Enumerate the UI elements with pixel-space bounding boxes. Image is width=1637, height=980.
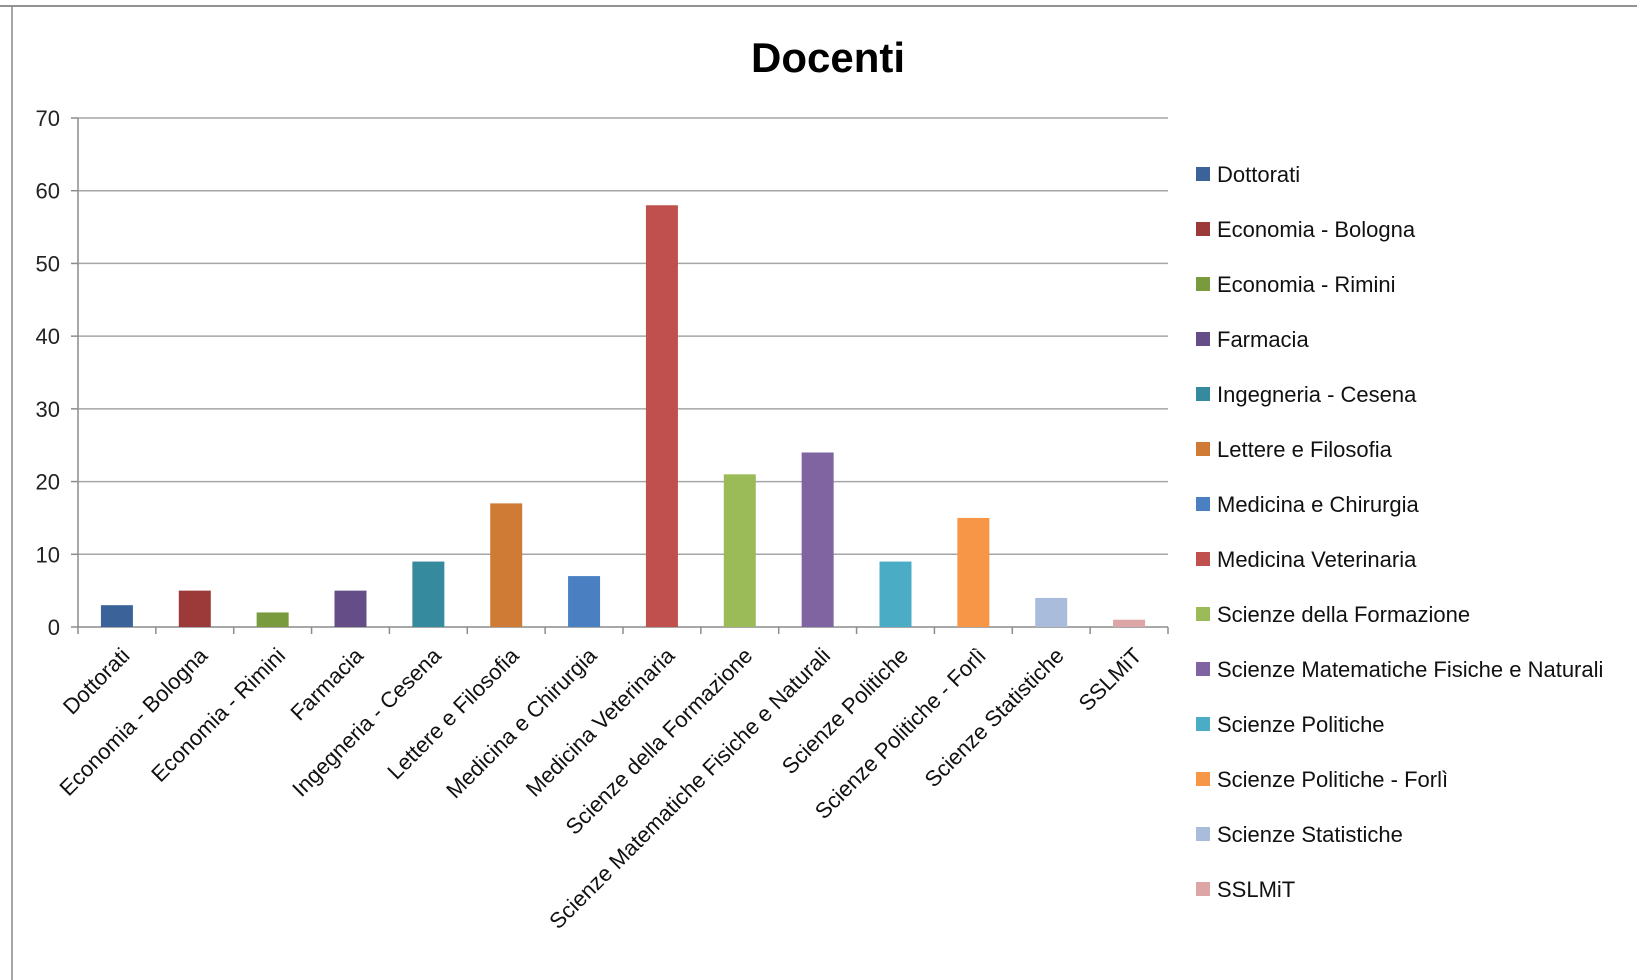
legend-swatch [1196, 332, 1210, 346]
legend-swatch [1196, 607, 1210, 621]
legend-label: Medicina e Chirurgia [1217, 492, 1420, 517]
bar [957, 517, 990, 627]
bars [100, 205, 1146, 627]
legend-swatch [1196, 882, 1210, 896]
bar [490, 503, 523, 627]
bar [568, 576, 601, 627]
legend-swatch [1196, 552, 1210, 566]
legend-swatch [1196, 772, 1210, 786]
legend-swatch [1196, 387, 1210, 401]
legend-item: Dottorati [1196, 162, 1300, 187]
legend-label: Ingegneria - Cesena [1217, 382, 1417, 407]
bar [1113, 619, 1146, 627]
legend-swatch [1196, 827, 1210, 841]
legend-item: Ingegneria - Cesena [1196, 382, 1417, 407]
legend-swatch [1196, 717, 1210, 731]
legend-swatch [1196, 442, 1210, 456]
bar [1035, 597, 1068, 627]
legend-item: Scienze Matematiche Fisiche e Naturali [1196, 657, 1603, 682]
legend-label: Scienze Statistiche [1217, 822, 1403, 847]
legend-label: Medicina Veterinaria [1217, 547, 1417, 572]
chart-title: Docenti [751, 34, 905, 81]
legend-item: Scienze della Formazione [1196, 602, 1470, 627]
y-tick-label: 20 [36, 470, 60, 495]
legend-item: Economia - Bologna [1196, 217, 1416, 242]
legend-item: Scienze Politiche - Forlì [1196, 767, 1448, 792]
legend-label: Economia - Bologna [1217, 217, 1416, 242]
legend-label: SSLMiT [1217, 877, 1295, 902]
y-tick-label: 10 [36, 542, 60, 567]
legend-swatch [1196, 497, 1210, 511]
legend-item: Farmacia [1196, 327, 1309, 352]
y-tick-label: 60 [36, 179, 60, 204]
y-tick-label: 40 [36, 324, 60, 349]
legend-item: Scienze Statistiche [1196, 822, 1403, 847]
y-tick-label: 70 [36, 106, 60, 131]
legend-label: Dottorati [1217, 162, 1300, 187]
legend-item: SSLMiT [1196, 877, 1295, 902]
bar [256, 612, 289, 627]
legend-swatch [1196, 222, 1210, 236]
bar [645, 205, 678, 627]
legend-label: Scienze della Formazione [1217, 602, 1470, 627]
legend-swatch [1196, 277, 1210, 291]
y-axis: 0 10 20 30 40 50 60 70 [36, 106, 79, 640]
legend-label: Lettere e Filosofia [1217, 437, 1393, 462]
legend-label: Farmacia [1217, 327, 1309, 352]
legend-label: Scienze Matematiche Fisiche e Naturali [1217, 657, 1603, 682]
legend-item: Economia - Rimini [1196, 272, 1396, 297]
legend-item: Medicina Veterinaria [1196, 547, 1417, 572]
y-tick-label: 0 [48, 615, 60, 640]
legend: Dottorati Economia - Bologna Economia - Ri… [1196, 162, 1603, 902]
legend-label: Economia - Rimini [1217, 272, 1396, 297]
bar [178, 590, 211, 627]
bar [334, 590, 367, 627]
legend-item: Medicina e Chirurgia [1196, 492, 1420, 517]
y-tick-label: 30 [36, 397, 60, 422]
legend-item: Lettere e Filosofia [1196, 437, 1393, 462]
legend-swatch [1196, 662, 1210, 676]
legend-label: Scienze Politiche [1217, 712, 1385, 737]
bar [801, 452, 834, 627]
legend-swatch [1196, 167, 1210, 181]
legend-item: Scienze Politiche [1196, 712, 1385, 737]
bar [879, 561, 912, 627]
legend-label: Scienze Politiche - Forlì [1217, 767, 1448, 792]
bar [412, 561, 445, 627]
bar [723, 474, 756, 627]
bar [100, 605, 133, 627]
y-tick-label: 50 [36, 251, 60, 276]
